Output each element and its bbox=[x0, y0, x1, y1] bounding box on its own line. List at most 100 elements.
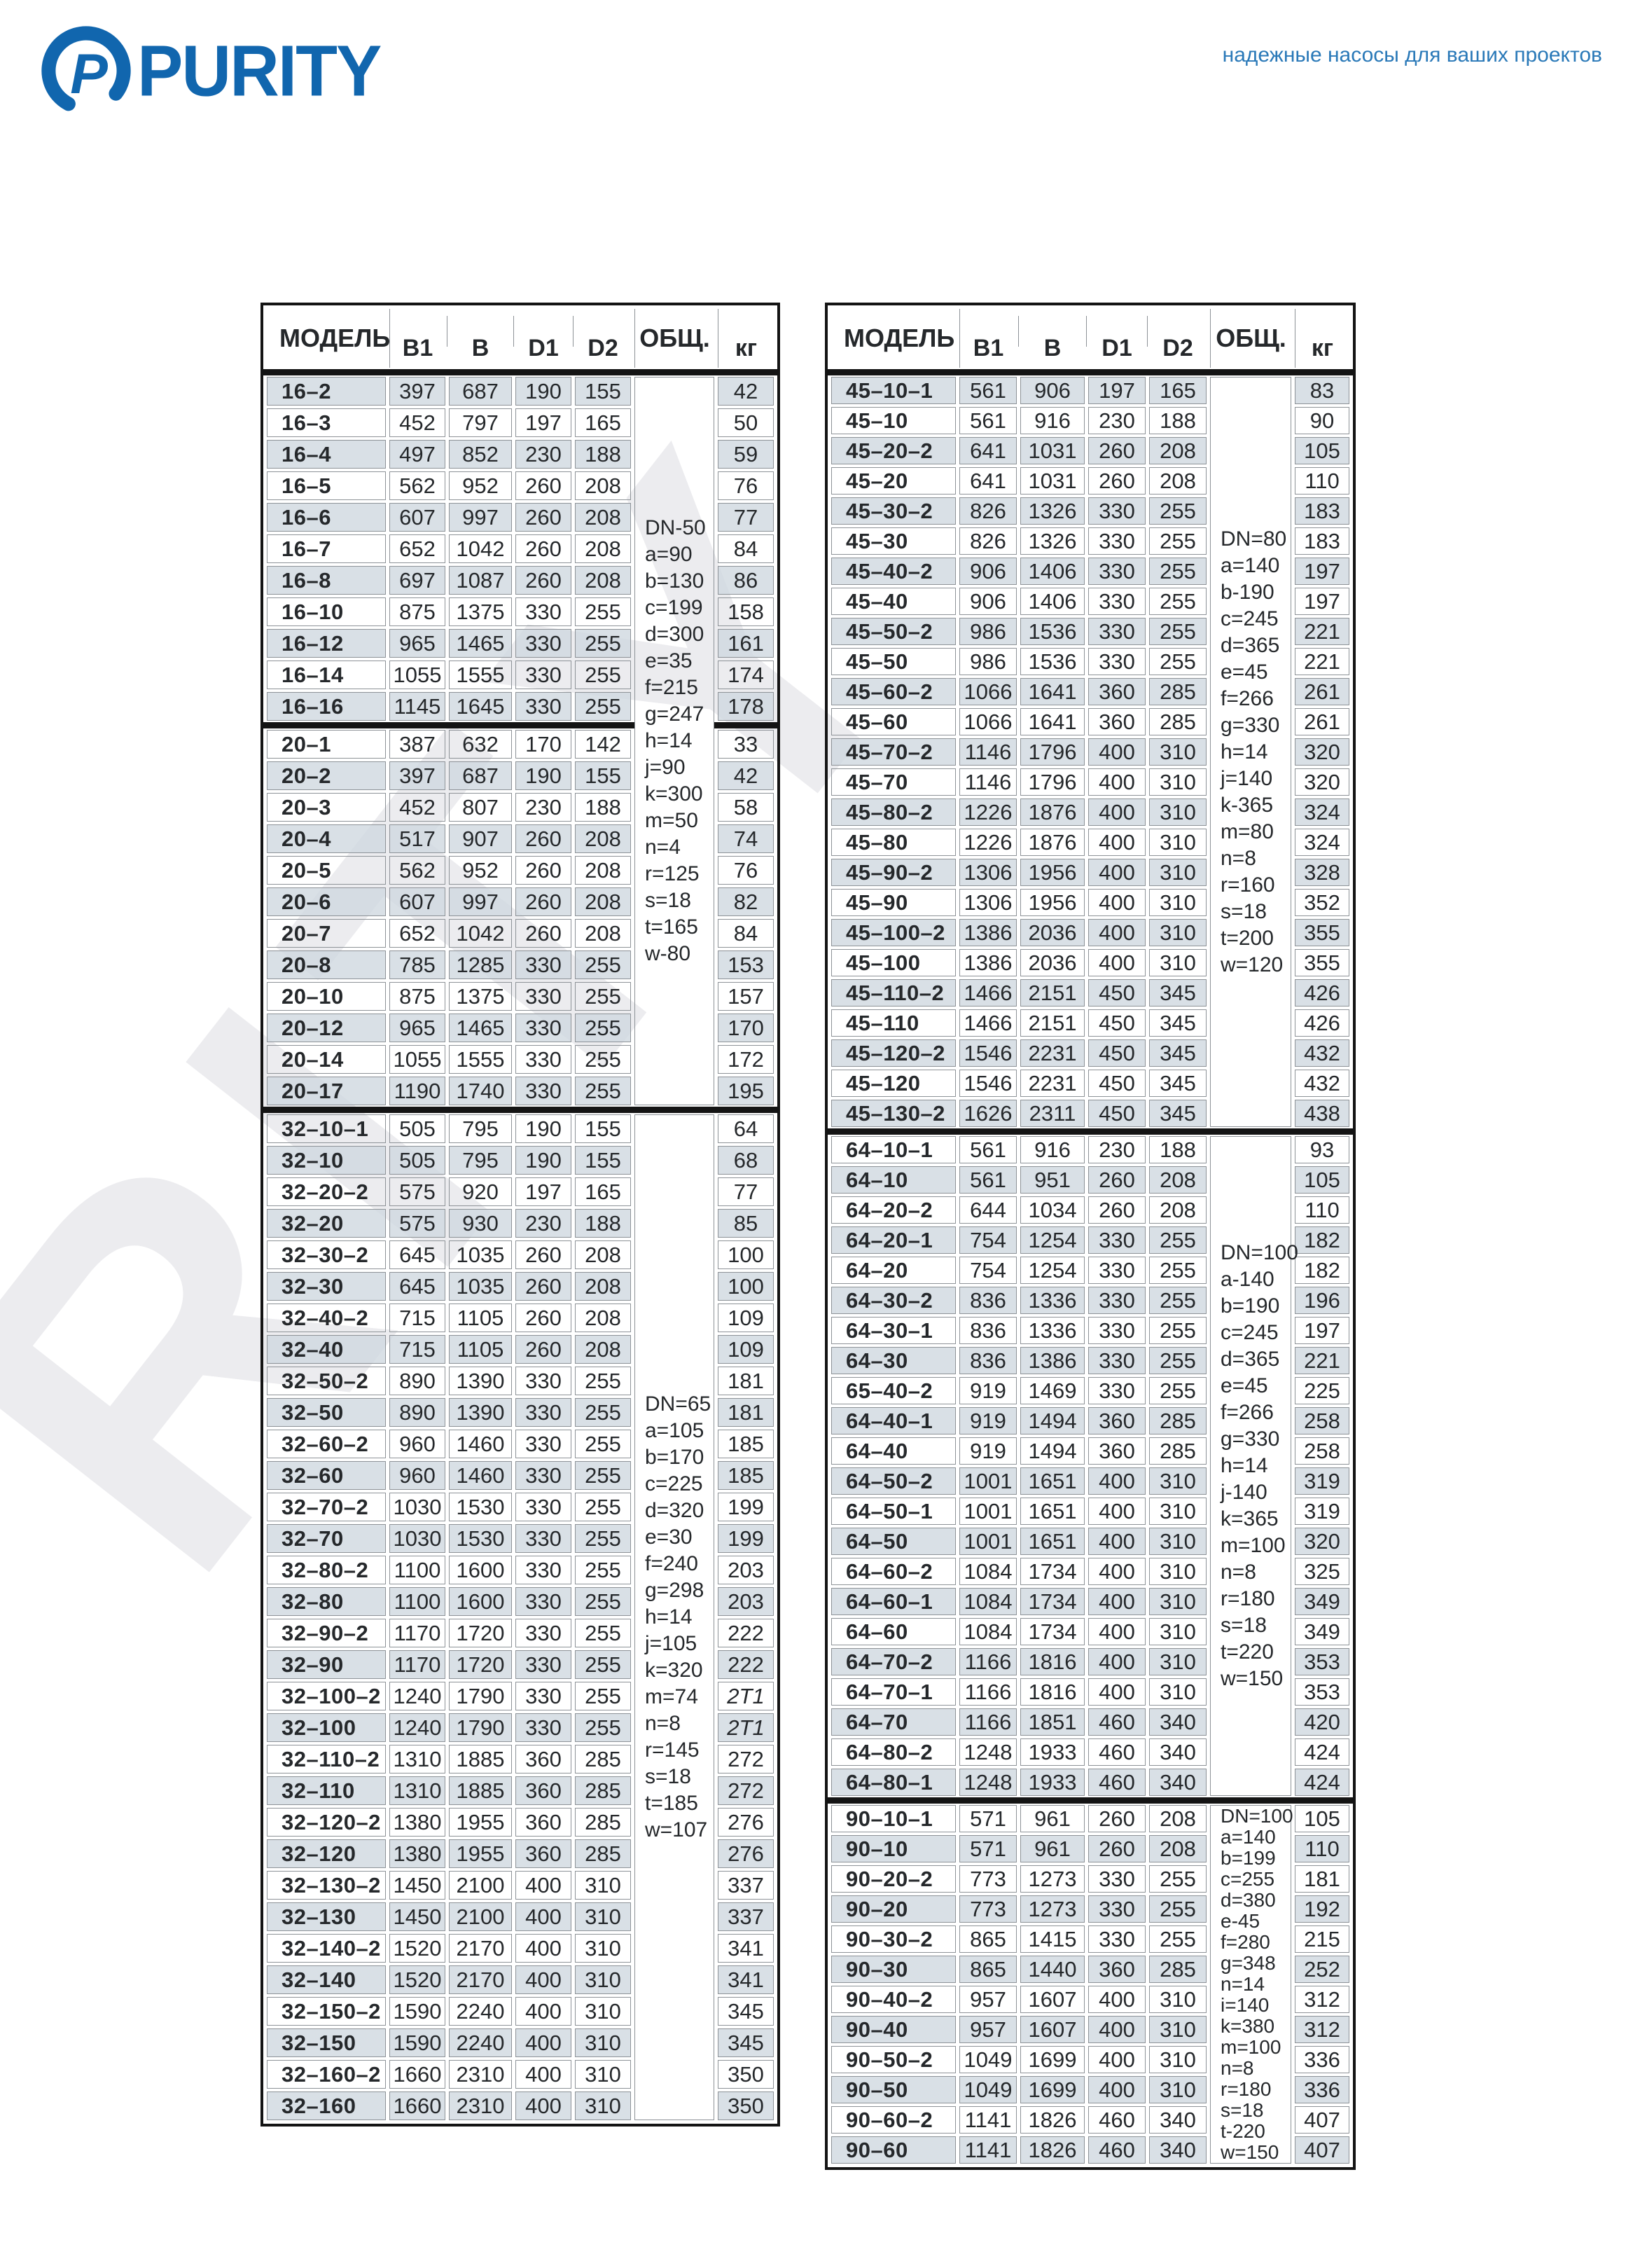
kg-cell: 261 bbox=[1295, 708, 1349, 735]
kg-cell: 438 bbox=[1295, 1100, 1349, 1127]
model-cell: 16–3 bbox=[267, 408, 386, 437]
model-cell: 45–40 bbox=[831, 588, 956, 615]
value-cell: 1520 bbox=[389, 1965, 445, 1994]
value-cell: 1306 bbox=[959, 889, 1017, 916]
header-b-cell: B bbox=[1018, 309, 1085, 368]
kg-cell: 426 bbox=[1295, 979, 1349, 1007]
kg-cell: 64 bbox=[718, 1114, 774, 1143]
value-cell: 330 bbox=[1088, 497, 1146, 525]
value-cell: 255 bbox=[575, 1619, 631, 1647]
model-cell: 32–130 bbox=[267, 1902, 386, 1931]
kg-cell: 203 bbox=[718, 1587, 774, 1616]
value-cell: 330 bbox=[515, 1014, 571, 1042]
value-cell: 1406 bbox=[1020, 558, 1085, 585]
model-cell: 32–160–2 bbox=[267, 2060, 386, 2089]
value-cell: 1254 bbox=[1020, 1226, 1085, 1254]
value-cell: 575 bbox=[389, 1209, 445, 1238]
header-b-cell: B bbox=[447, 309, 512, 368]
value-cell: 310 bbox=[1149, 1528, 1207, 1555]
model-cell: 20–5 bbox=[267, 856, 386, 885]
value-cell: 1001 bbox=[959, 1498, 1017, 1525]
kg-cell: 105 bbox=[1295, 1805, 1349, 1832]
value-cell: 310 bbox=[1149, 859, 1207, 886]
model-cell: 64–80–1 bbox=[831, 1769, 956, 1796]
value-cell: 400 bbox=[1088, 889, 1146, 916]
value-cell: 907 bbox=[449, 824, 512, 853]
value-cell: 255 bbox=[1149, 1895, 1207, 1923]
value-cell: 208 bbox=[575, 887, 631, 916]
value-cell: 155 bbox=[575, 377, 631, 406]
value-cell: 400 bbox=[1088, 1467, 1146, 1495]
value-cell: 208 bbox=[1149, 1166, 1207, 1194]
value-cell: 208 bbox=[575, 1272, 631, 1301]
value-cell: 1375 bbox=[449, 597, 512, 626]
value-cell: 360 bbox=[515, 1808, 571, 1837]
value-cell: 208 bbox=[575, 566, 631, 595]
value-cell: 400 bbox=[1088, 738, 1146, 766]
section-divider bbox=[263, 722, 634, 728]
value-cell: 260 bbox=[515, 919, 571, 948]
value-cell: 330 bbox=[515, 1524, 571, 1553]
value-cell: 330 bbox=[515, 1077, 571, 1105]
model-cell: 90–20–2 bbox=[831, 1865, 956, 1893]
value-cell: 285 bbox=[1149, 1437, 1207, 1465]
kg-cell: 90 bbox=[1295, 407, 1349, 434]
model-cell: 45–20 bbox=[831, 467, 956, 495]
header-kg-cell: кг bbox=[718, 309, 774, 368]
value-cell: 1390 bbox=[449, 1367, 512, 1395]
value-cell: 400 bbox=[1088, 798, 1146, 826]
value-cell: 1796 bbox=[1020, 768, 1085, 796]
value-cell: 330 bbox=[1088, 648, 1146, 675]
value-cell: 310 bbox=[1149, 1648, 1207, 1675]
model-cell: 64–60 bbox=[831, 1618, 956, 1645]
value-cell: 1460 bbox=[449, 1461, 512, 1490]
value-cell: 452 bbox=[389, 793, 445, 822]
model-cell: 32–140–2 bbox=[267, 1934, 386, 1963]
model-cell: 32–140 bbox=[267, 1965, 386, 1994]
model-cell: 45–10–1 bbox=[831, 377, 956, 404]
value-cell: 400 bbox=[1088, 829, 1146, 856]
model-cell: 32–90 bbox=[267, 1650, 386, 1679]
kg-cell: 352 bbox=[1295, 889, 1349, 916]
value-cell: 155 bbox=[575, 761, 631, 790]
value-cell: 397 bbox=[389, 761, 445, 790]
value-cell: 1546 bbox=[959, 1039, 1017, 1067]
kg-cell: 324 bbox=[1295, 798, 1349, 826]
kg-cell: 185 bbox=[718, 1430, 774, 1458]
value-cell: 255 bbox=[575, 950, 631, 979]
value-cell: 1590 bbox=[389, 2028, 445, 2057]
value-cell: 2240 bbox=[449, 2028, 512, 2057]
value-cell: 1645 bbox=[449, 692, 512, 721]
value-cell: 1285 bbox=[449, 950, 512, 979]
value-cell: 330 bbox=[1088, 558, 1146, 585]
value-cell: 1720 bbox=[449, 1619, 512, 1647]
value-cell: 330 bbox=[515, 982, 571, 1011]
value-cell: 1660 bbox=[389, 2060, 445, 2089]
kg-cell: 312 bbox=[1295, 2016, 1349, 2043]
value-cell: 330 bbox=[1088, 1925, 1146, 1953]
value-cell: 505 bbox=[389, 1114, 445, 1143]
model-cell: 20–12 bbox=[267, 1014, 386, 1042]
value-cell: 255 bbox=[575, 982, 631, 1011]
kg-cell: 407 bbox=[1295, 2106, 1349, 2134]
value-cell: 330 bbox=[1088, 588, 1146, 615]
kg-cell: 424 bbox=[1295, 1769, 1349, 1796]
value-cell: 1336 bbox=[1020, 1317, 1085, 1344]
value-cell: 836 bbox=[959, 1317, 1017, 1344]
value-cell: 1956 bbox=[1020, 889, 1085, 916]
value-cell: 230 bbox=[515, 1209, 571, 1238]
model-cell: 45–130–2 bbox=[831, 1100, 956, 1127]
kg-cell: 272 bbox=[718, 1745, 774, 1773]
kg-cell: 324 bbox=[1295, 829, 1349, 856]
model-cell: 32–70 bbox=[267, 1524, 386, 1553]
value-cell: 400 bbox=[1088, 2076, 1146, 2103]
kg-cell: 258 bbox=[1295, 1437, 1349, 1465]
value-cell: 2240 bbox=[449, 1997, 512, 2026]
value-cell: 986 bbox=[959, 648, 1017, 675]
value-cell: 310 bbox=[1149, 768, 1207, 796]
model-cell: 64–30–2 bbox=[831, 1287, 956, 1314]
value-cell: 255 bbox=[575, 661, 631, 689]
kg-cell: 355 bbox=[1295, 949, 1349, 976]
kg-cell: 222 bbox=[718, 1619, 774, 1647]
value-cell: 255 bbox=[1149, 1287, 1207, 1314]
